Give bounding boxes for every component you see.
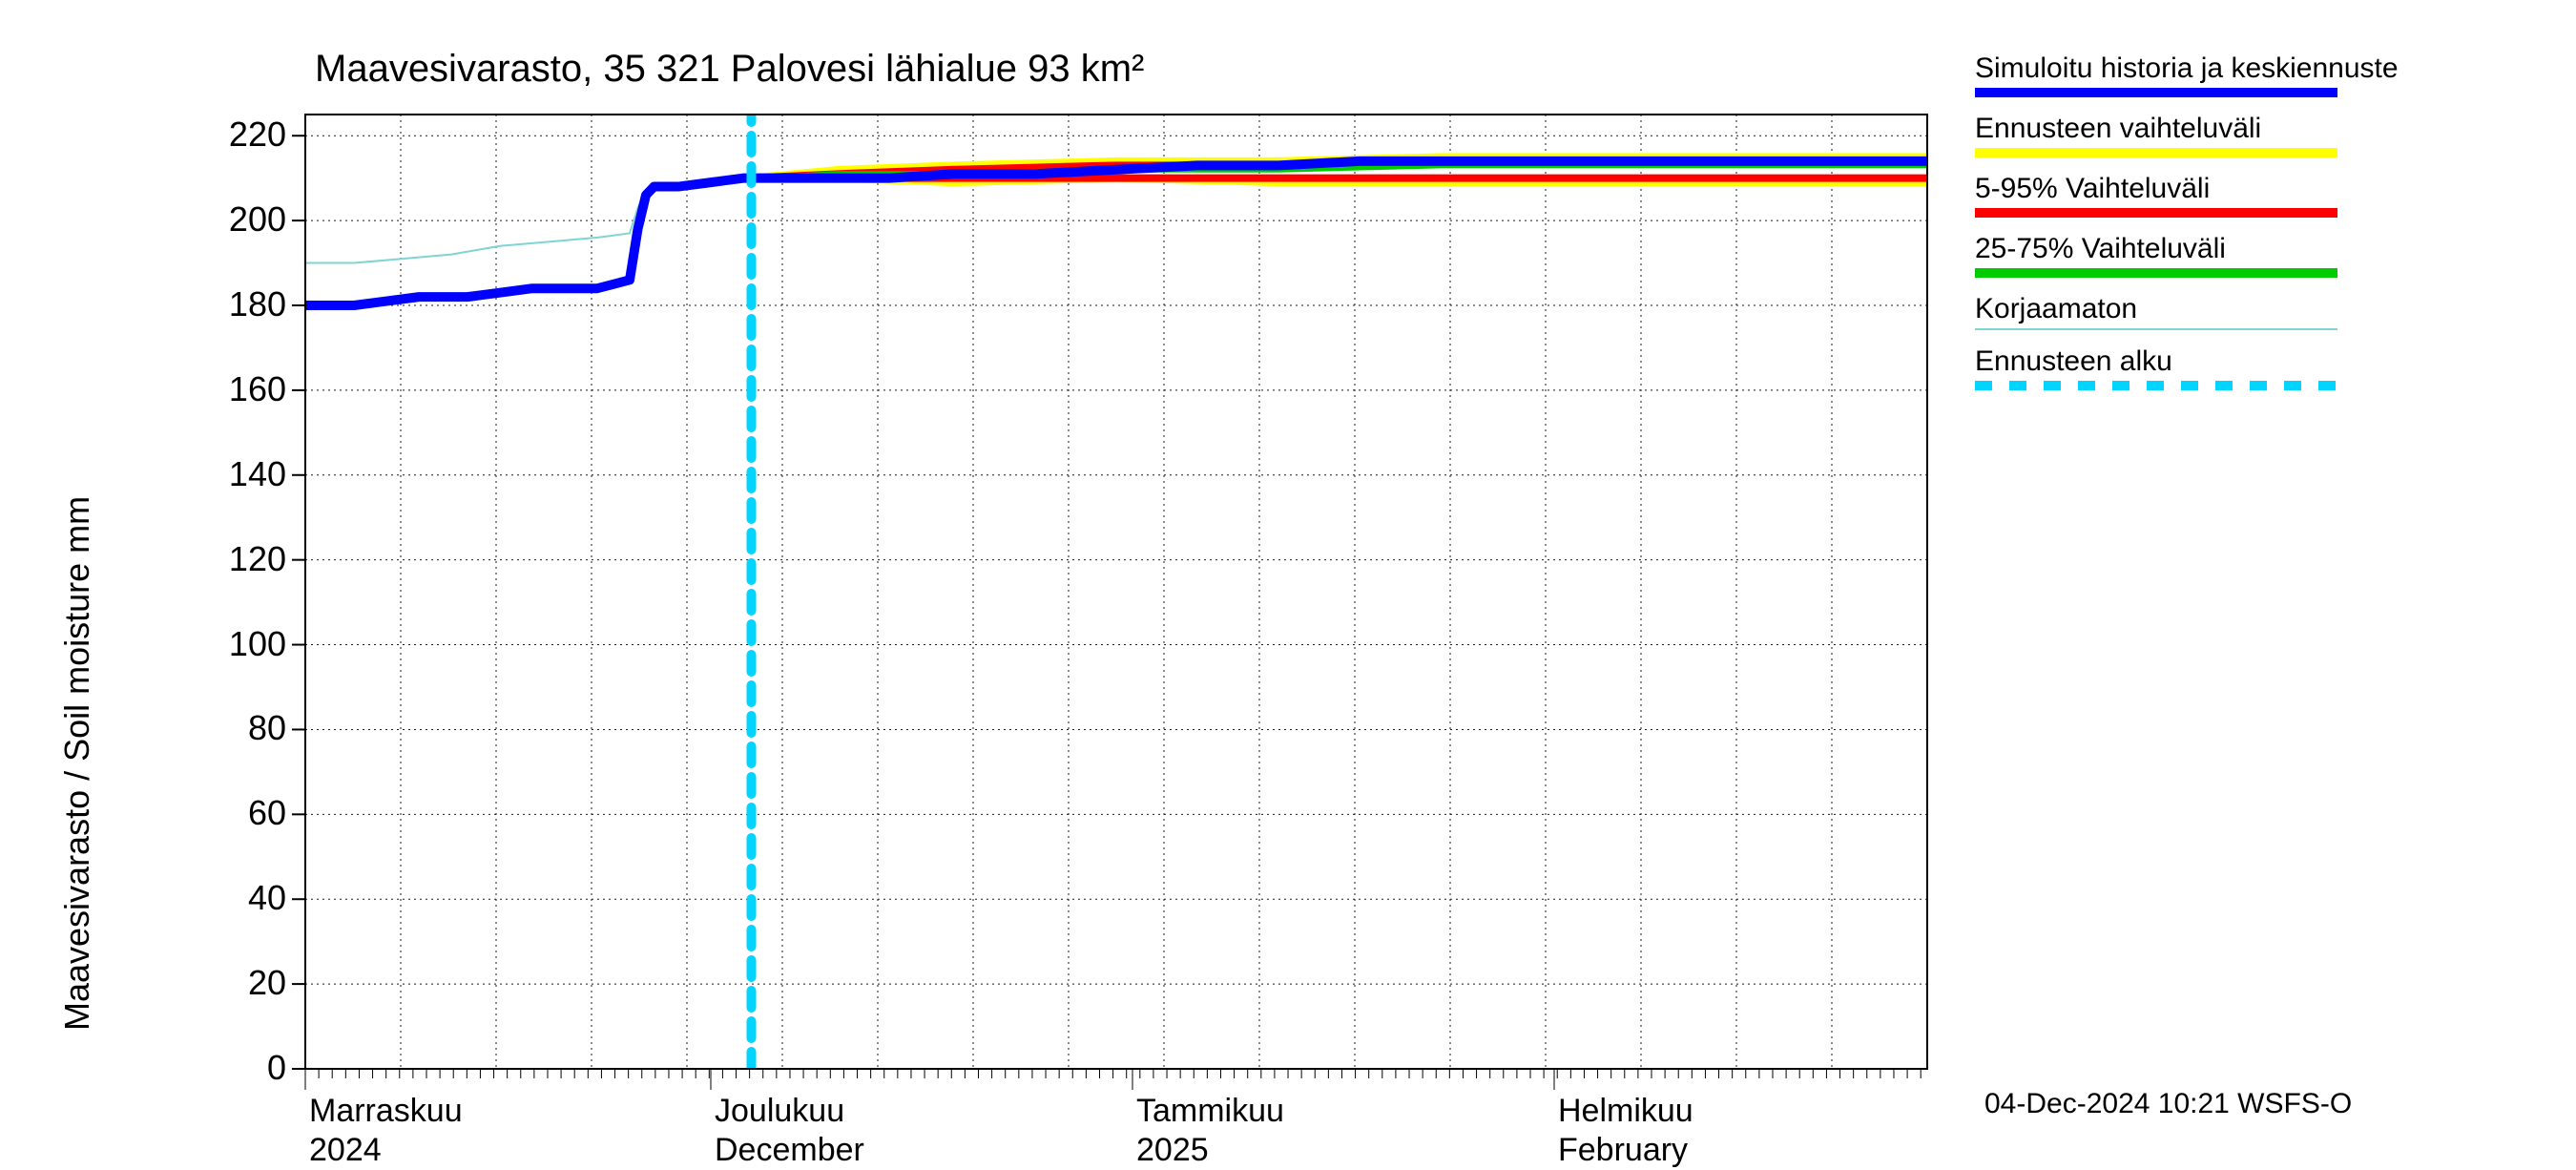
legend: Simuloitu historia ja keskiennuste Ennust… xyxy=(1975,52,2399,406)
legend-label: Korjaamaton xyxy=(1975,293,2399,324)
legend-entry: 25-75% Vaihteluväli xyxy=(1975,233,2399,278)
legend-swatch xyxy=(1975,208,2337,218)
y-tick-label: 140 xyxy=(210,454,286,494)
y-tick-label: 40 xyxy=(210,878,286,918)
y-tick-label: 120 xyxy=(210,539,286,579)
legend-swatch xyxy=(1975,148,2337,157)
x-tick-label: JoulukuuDecember xyxy=(715,1092,864,1170)
legend-entry: Ennusteen vaihteluväli xyxy=(1975,113,2399,157)
x-tick-label: Tammikuu2025 xyxy=(1136,1092,1284,1170)
legend-swatch xyxy=(1975,328,2337,330)
legend-entry: Simuloitu historia ja keskiennuste xyxy=(1975,52,2399,97)
legend-label: Ennusteen alku xyxy=(1975,345,2399,377)
legend-label: 5-95% Vaihteluväli xyxy=(1975,173,2399,204)
y-tick-label: 20 xyxy=(210,963,286,1003)
legend-entry: 5-95% Vaihteluväli xyxy=(1975,173,2399,218)
y-tick-label: 80 xyxy=(210,708,286,748)
y-tick-label: 160 xyxy=(210,369,286,409)
y-tick-label: 180 xyxy=(210,284,286,324)
chart-container: Maavesivarasto, 35 321 Palovesi lähialue… xyxy=(0,0,2576,1145)
y-tick-label: 220 xyxy=(210,115,286,155)
legend-entry: Korjaamaton xyxy=(1975,293,2399,330)
x-tick-label: Marraskuu2024 xyxy=(309,1092,463,1170)
y-tick-label: 200 xyxy=(210,199,286,240)
y-tick-label: 100 xyxy=(210,624,286,664)
legend-label: Simuloitu historia ja keskiennuste xyxy=(1975,52,2399,84)
x-tick-label: HelmikuuFebruary xyxy=(1558,1092,1693,1170)
y-tick-label: 0 xyxy=(210,1048,286,1088)
y-tick-label: 60 xyxy=(210,793,286,833)
legend-label: 25-75% Vaihteluväli xyxy=(1975,233,2399,264)
legend-swatch xyxy=(1975,381,2337,390)
footer-timestamp: 04-Dec-2024 10:21 WSFS-O xyxy=(1984,1088,2352,1120)
legend-swatch xyxy=(1975,88,2337,97)
legend-label: Ennusteen vaihteluväli xyxy=(1975,113,2399,144)
legend-swatch xyxy=(1975,268,2337,278)
legend-entry: Ennusteen alku xyxy=(1975,345,2399,390)
